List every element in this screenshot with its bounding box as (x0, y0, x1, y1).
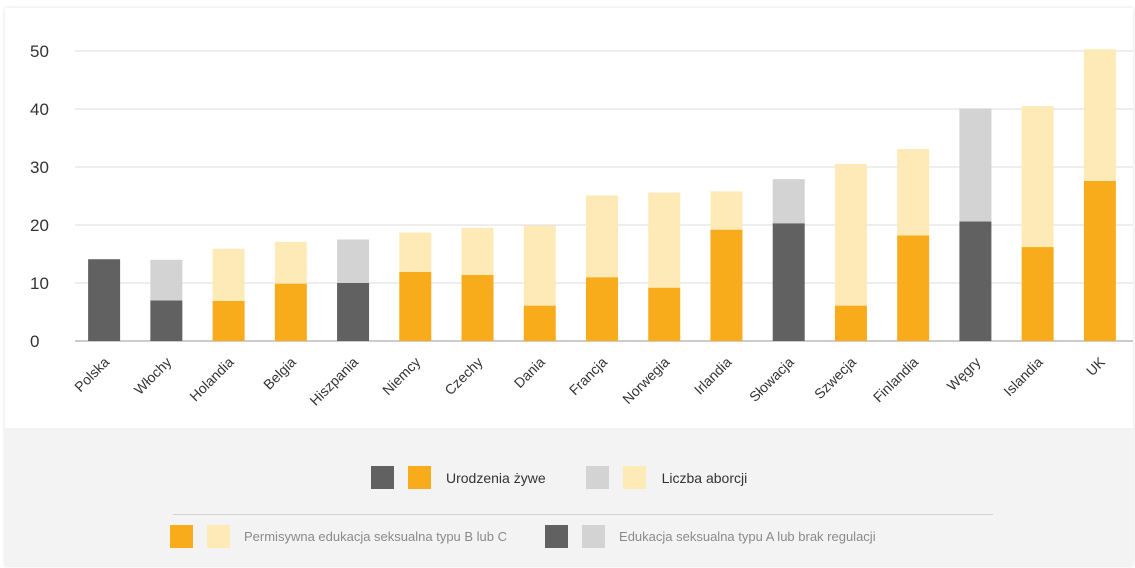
bar-abortions-12 (834, 164, 867, 306)
bar-abortions-10 (710, 191, 743, 230)
bar-births-5 (399, 271, 432, 341)
x-tick-label: Włochy (131, 354, 175, 398)
bar-births-7 (523, 305, 556, 341)
chart-frame: 0 10 20 30 40 50 Polska Włochy Holandia Belgia His… (5, 8, 1133, 566)
bar-chart: 0 10 20 30 40 50 Polska Włochy Holandia Belgia His… (30, 42, 1133, 409)
bar-abortions-16 (1083, 49, 1116, 181)
x-tick-label: Słowacja (746, 354, 797, 405)
bar-abortions-6 (461, 227, 494, 275)
bar-abortions-9 (648, 192, 681, 288)
x-tick-label: Norwegia (619, 354, 672, 407)
bar-births-12 (834, 305, 867, 341)
bar-abortions-11 (772, 179, 805, 224)
legend-swatch-orange (408, 466, 431, 489)
y-tick-label: 10 (30, 274, 49, 293)
x-tick-label: UK (1083, 353, 1109, 379)
bar-abortions-1 (150, 259, 183, 301)
legend-swatch-dark-restrictive (545, 525, 569, 548)
y-tick-label: 50 (30, 42, 49, 61)
bar-abortions-2 (212, 248, 245, 301)
legend-swatch-orange-permissive (170, 525, 193, 548)
legend-swatch-dark (371, 466, 394, 489)
legend-swatch-light-yellow (622, 466, 646, 489)
bar-births-13 (897, 235, 930, 341)
legend-label-permissive: Permisywna edukacja seksualna typu B lub… (244, 529, 508, 544)
x-tick-label: Irlandia (691, 354, 735, 398)
bar-abortions-14 (959, 108, 992, 222)
x-tick-label: Czechy (441, 354, 485, 398)
legend-label-abortions: Liczba aborcji (661, 469, 748, 486)
bar-births-6 (461, 274, 494, 341)
bar-births-16 (1083, 180, 1116, 341)
plot-area: 0 10 20 30 40 50 Polska Włochy Holandia Belgia His… (5, 8, 1133, 428)
x-tick-label: Islandia (1000, 354, 1046, 400)
y-tick-label: 30 (30, 158, 49, 177)
bar-births-1 (150, 300, 183, 341)
bar-births-2 (212, 300, 245, 341)
bar-births-8 (586, 277, 618, 341)
y-tick-label: 20 (30, 216, 49, 235)
legend-divider (173, 514, 993, 515)
bar-abortions-4 (337, 239, 370, 283)
bar-abortions-3 (274, 241, 307, 284)
x-tick-label: Szwecja (811, 354, 859, 402)
x-tick-label: Holandia (186, 354, 237, 405)
y-tick-label: 0 (30, 332, 39, 351)
bar-abortions-13 (897, 149, 930, 236)
x-tick-label: Dania (511, 354, 548, 391)
legend-outcomes: Urodzenia żywe Liczba aborcji (371, 466, 747, 489)
legend-label-births: Urodzenia żywe (446, 469, 546, 486)
legend-swatch-gray-restrictive (582, 525, 606, 548)
bar-births-0 (88, 259, 121, 341)
bar-births-3 (274, 283, 307, 341)
x-tick-label: Hiszpania (306, 354, 361, 409)
x-tick-label: Węgry (944, 354, 984, 394)
x-tick-label: Finlandia (870, 354, 922, 406)
legend-swatch-yellow-permissive (207, 525, 230, 548)
bar-births-10 (710, 229, 743, 341)
y-tick-label: 40 (30, 100, 49, 119)
bar-abortions-8 (586, 195, 618, 278)
legend-swatch-light-gray (585, 466, 609, 489)
bar-births-14 (959, 221, 992, 341)
x-tick-label: Polska (71, 354, 112, 395)
bar-births-9 (648, 287, 681, 341)
bar-births-11 (772, 223, 805, 341)
bar-abortions-15 (1021, 106, 1054, 248)
x-tick-label: Francja (566, 354, 610, 398)
bar-births-4 (337, 283, 370, 341)
legend-education: Permisywna edukacja seksualna typu B lub… (170, 525, 876, 548)
bar-births-15 (1021, 247, 1054, 341)
legend-label-restrictive: Edukacja seksualna typu A lub brak regul… (619, 529, 876, 544)
x-tick-label: Belgia (260, 354, 299, 393)
x-tick-label: Niemcy (379, 354, 423, 398)
bar-abortions-5 (399, 232, 432, 272)
bar-abortions-7 (523, 225, 556, 306)
